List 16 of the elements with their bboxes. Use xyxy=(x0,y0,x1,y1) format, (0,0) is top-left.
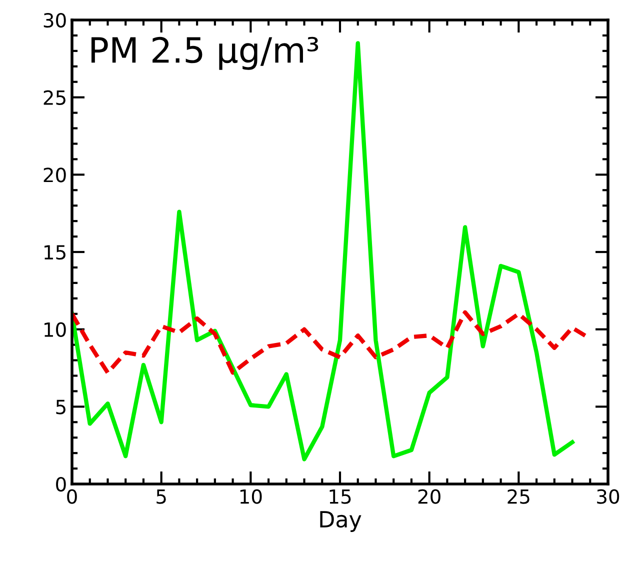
y-tick-label: 15 xyxy=(44,245,66,260)
x-tick-label: 15 xyxy=(330,489,351,504)
x-axis-title: Day xyxy=(320,511,362,532)
y-tick-label: 0 xyxy=(56,476,66,492)
y-tick-label: 30 xyxy=(44,12,66,28)
y-tick-label: 5 xyxy=(56,400,66,414)
x-tick-label: 25 xyxy=(508,489,530,504)
x-tick-label: 20 xyxy=(418,489,440,504)
x-tick-label: 5 xyxy=(156,489,166,504)
chart-title: PM 2.5 μg/m³ xyxy=(91,36,318,70)
y-tick-label: 10 xyxy=(44,322,66,337)
y-tick-label: 25 xyxy=(44,90,66,105)
x-tick-label: 10 xyxy=(240,489,262,504)
x-tick-label: 0 xyxy=(67,489,77,504)
x-tick-label: 30 xyxy=(597,489,620,504)
y-tick-label: 20 xyxy=(44,168,66,182)
